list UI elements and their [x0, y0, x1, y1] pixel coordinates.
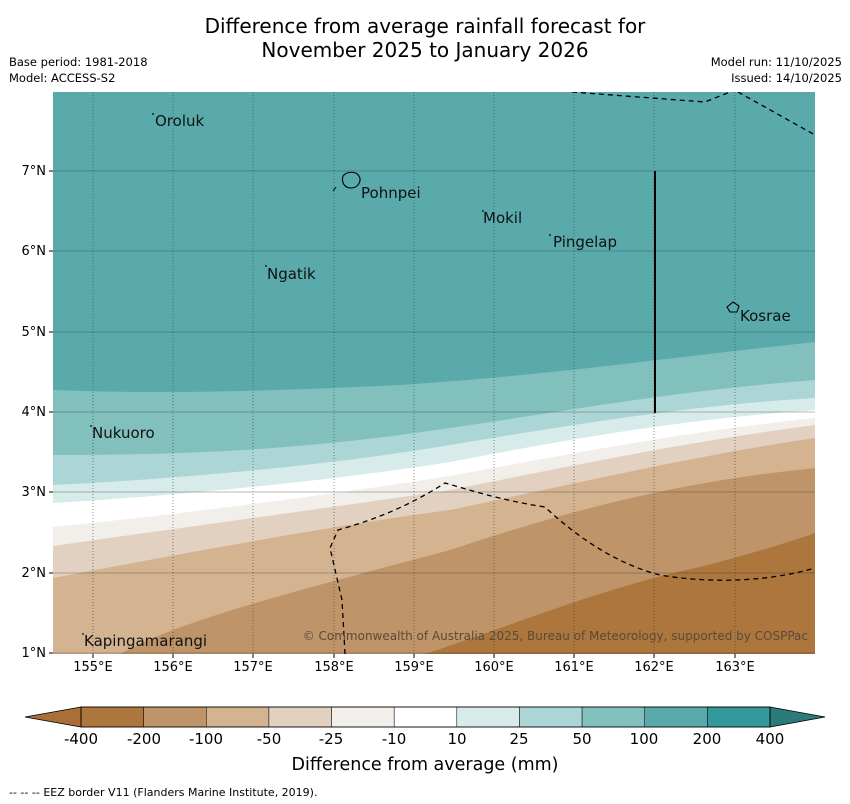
lon-label-159e: 159°E — [394, 660, 434, 675]
mokil-atoll — [482, 210, 484, 212]
colorbar-extend-high — [769, 706, 826, 728]
lon-label-157e: 157°E — [233, 660, 273, 675]
lat-label-3n: 3°N — [21, 485, 47, 500]
cb-tick-neg50: -50 — [256, 730, 282, 748]
colorbar-segment — [707, 706, 771, 728]
cb-tick-10: 10 — [447, 730, 467, 748]
kosrae-island — [726, 301, 740, 313]
place-mokil: Mokil — [483, 209, 522, 227]
cb-tick-200: 200 — [692, 730, 722, 748]
colorbar-segment — [268, 706, 332, 728]
colorbar — [24, 706, 826, 728]
eez-border — [329, 92, 815, 654]
meta-left: Base period: 1981-2018 Model: ACCESS-S2 — [9, 54, 148, 86]
colorbar-segment — [393, 706, 458, 728]
eez-legend-text: EEZ border V11 (Flanders Marine Institut… — [43, 786, 318, 799]
model-name: Model: ACCESS-S2 — [9, 71, 116, 85]
cb-tick-25: 25 — [509, 730, 529, 748]
cb-tick-100: 100 — [629, 730, 659, 748]
colorbar-segment — [456, 706, 520, 728]
colorbar-title: Difference from average (mm) — [291, 755, 559, 775]
band-neg400-neg200 — [425, 533, 815, 654]
cb-tick-50: 50 — [572, 730, 592, 748]
cb-tick-400: 400 — [755, 730, 785, 748]
oroluk-atoll — [152, 113, 154, 115]
colorbar-segment — [80, 706, 144, 728]
lon-label-155e: 155°E — [73, 660, 113, 675]
ant-atoll — [332, 186, 337, 192]
base-period: Base period: 1981-2018 — [9, 55, 148, 69]
lon-ticks — [92, 654, 736, 658]
colorbar-segment — [331, 706, 395, 728]
colorbar-segment — [143, 706, 207, 728]
place-pohnpei: Pohnpei — [361, 184, 421, 202]
lon-label-163e: 163°E — [715, 660, 755, 675]
ngatik-atoll — [265, 265, 267, 267]
place-kosrae: Kosrae — [740, 307, 791, 325]
lat-label-7n: 7°N — [21, 164, 47, 179]
cb-tick-neg200: -200 — [126, 730, 162, 748]
kapingamarangi-atoll — [82, 633, 84, 635]
colorbar-segments — [24, 706, 826, 728]
cb-tick-neg10: -10 — [381, 730, 407, 748]
eez-legend-symbol: -- -- -- — [9, 786, 40, 799]
pingelap-atoll — [549, 234, 551, 236]
colorbar-segment — [206, 706, 270, 728]
lon-label-160e: 160°E — [474, 660, 514, 675]
place-pingelap: Pingelap — [553, 233, 617, 251]
place-ngatik: Ngatik — [267, 265, 316, 283]
lat-label-6n: 6°N — [21, 244, 47, 259]
lon-grid — [92, 92, 736, 654]
lon-label-156e: 156°E — [153, 660, 193, 675]
lon-label-162e: 162°E — [634, 660, 674, 675]
colorbar-segment — [581, 706, 645, 728]
copyright-notice: © Commonwealth of Australia 2025, Bureau… — [303, 629, 808, 643]
lat-label-1n: 1°N — [21, 646, 47, 661]
lat-grid — [53, 170, 815, 654]
lat-label-2n: 2°N — [21, 566, 47, 581]
place-nukuoro: Nukuoro — [92, 424, 155, 442]
lat-ticks — [49, 170, 53, 654]
colorbar-extend-low — [24, 706, 82, 728]
lon-label-161e: 161°E — [554, 660, 594, 675]
model-run: Model run: 11/10/2025 — [710, 55, 842, 69]
cb-tick-neg100: -100 — [188, 730, 224, 748]
cb-tick-neg25: -25 — [318, 730, 344, 748]
rainfall-map: Oroluk Pohnpei Mokil Pingelap Ngatik Kos… — [49, 92, 815, 658]
lat-label-5n: 5°N — [21, 325, 47, 340]
issued-date: Issued: 14/10/2025 — [731, 71, 842, 85]
title-line-1: Difference from average rainfall forecas… — [204, 14, 646, 38]
lon-label-158e: 158°E — [314, 660, 354, 675]
nukuoro-atoll — [90, 425, 92, 427]
map-title: Difference from average rainfall forecas… — [0, 14, 850, 62]
place-oroluk: Oroluk — [155, 112, 204, 130]
meta-right: Model run: 11/10/2025 Issued: 14/10/2025 — [711, 54, 842, 86]
pohnpei-island — [341, 171, 361, 189]
colorbar-segment — [519, 706, 583, 728]
eez-legend: -- -- -- EEZ border V11 (Flanders Marine… — [9, 786, 317, 799]
colorbar-segment — [644, 706, 708, 728]
place-kapingamarangi: Kapingamarangi — [84, 632, 207, 650]
cb-tick-neg400: -400 — [63, 730, 99, 748]
lat-label-4n: 4°N — [21, 405, 47, 420]
title-line-2: November 2025 to January 2026 — [261, 38, 589, 62]
